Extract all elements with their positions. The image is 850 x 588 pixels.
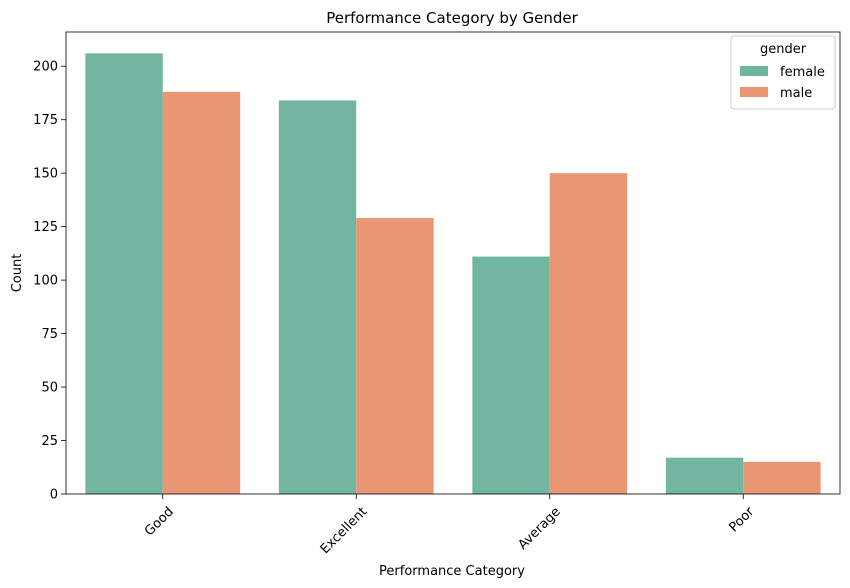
y-tick-label: 50 (41, 381, 58, 396)
bars-group (85, 53, 821, 495)
x-axis-label: Performance Category (379, 564, 525, 579)
legend-label-male: male (780, 86, 812, 101)
legend: gender female male (730, 35, 836, 110)
y-tick-label: 75 (41, 327, 58, 342)
x-axis: Good Excellent Average Poor (142, 494, 758, 557)
y-tick-label: 175 (33, 113, 58, 128)
bar-male-average (549, 173, 628, 494)
bar-male-good (162, 91, 241, 494)
legend-swatch-male (740, 87, 768, 97)
x-tick-label-poor: Poor (726, 504, 757, 535)
legend-title: gender (760, 42, 807, 57)
y-tick-label: 150 (33, 167, 58, 182)
legend-swatch-female (740, 66, 768, 76)
plot-frame (65, 31, 841, 495)
y-tick-label: 200 (33, 60, 58, 75)
bar-female-good (85, 53, 163, 495)
bar-female-average (472, 256, 550, 494)
y-tick-label: 125 (33, 220, 58, 235)
bar-female-poor (665, 457, 744, 494)
x-tick-label-excellent: Excellent (318, 504, 371, 557)
bar-female-excellent (278, 100, 357, 494)
bar-male-poor (743, 461, 821, 494)
chart-title: Performance Category by Gender (326, 9, 578, 27)
y-tick-label: 25 (41, 434, 58, 449)
x-tick-label-good: Good (142, 504, 177, 539)
y-axis: 0 25 50 75 100 125 150 175 200 (33, 60, 66, 503)
y-tick-label: 100 (33, 274, 58, 289)
y-axis-label: Count (10, 254, 25, 293)
y-tick-label: 0 (50, 488, 58, 503)
legend-label-female: female (780, 65, 825, 80)
x-tick-label-average: Average (515, 504, 563, 552)
bar-male-excellent (356, 218, 434, 495)
